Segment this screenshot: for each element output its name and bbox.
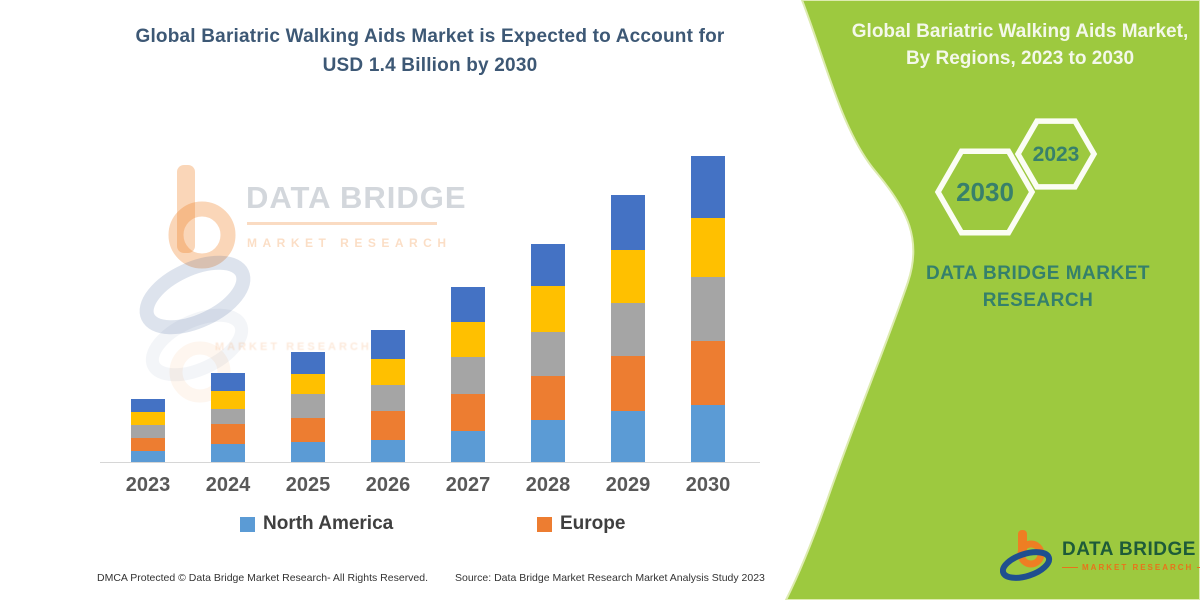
dmca-notice: DMCA Protected © Data Bridge Market Rese… xyxy=(97,572,429,584)
bar-2023 xyxy=(131,399,165,462)
bar-segment-2027-series3 xyxy=(451,357,485,394)
logo-divider-right xyxy=(1197,566,1200,568)
bar-segment-2025-North America xyxy=(291,442,325,462)
bar-segment-2024-series3 xyxy=(211,409,245,424)
bar-segment-2027-North America xyxy=(451,431,485,462)
bar-segment-2028-series3 xyxy=(531,332,565,376)
bar-segment-2026-series5 xyxy=(371,330,405,359)
side-panel-brand-text: DATA BRIDGE MARKET RESEARCH xyxy=(926,263,1150,311)
bar-segment-2025-series3 xyxy=(291,394,325,418)
chart-title: Global Bariatric Walking Aids Market is … xyxy=(135,26,725,76)
x-label-2030: 2030 xyxy=(685,474,731,496)
bar-2029 xyxy=(611,195,645,462)
legend-swatch-europe xyxy=(537,516,552,532)
bar-segment-2028-Europe xyxy=(531,376,565,420)
data-bridge-logo-icon xyxy=(1000,530,1053,581)
bar-segment-2026-series4 xyxy=(371,359,405,385)
bar-segment-2023-series5 xyxy=(131,399,165,412)
bar-segment-2023-Europe xyxy=(131,438,165,451)
bar-segment-2029-series5 xyxy=(611,195,645,250)
x-label-2027: 2027 xyxy=(445,474,491,496)
hexagon-2023-label: 2023 xyxy=(1033,143,1080,166)
hexagon-2030 xyxy=(934,148,1036,236)
watermark-sub-text: MARKET RESEARCH xyxy=(247,236,452,250)
bar-segment-2029-series4 xyxy=(611,250,645,303)
legend-item-europe: Europe xyxy=(537,513,625,535)
bar-segment-2027-series4 xyxy=(451,322,485,357)
legend-label-europe: Europe xyxy=(560,513,626,534)
bar-segment-2024-series5 xyxy=(211,373,245,391)
footer-logo-subrow: MARKET RESEARCH xyxy=(1062,563,1200,572)
x-label-2023: 2023 xyxy=(125,474,171,496)
bar-segment-2028-series4 xyxy=(531,286,565,332)
bar-segment-2030-series4 xyxy=(691,218,725,277)
bar-segment-2026-North America xyxy=(371,440,405,462)
legend-label-north-america: North America xyxy=(263,513,394,534)
bar-segment-2025-Europe xyxy=(291,418,325,442)
watermark-logo-icon xyxy=(139,165,251,403)
footer-logo-text: DATA BRIDGE MARKET RESEARCH xyxy=(1062,539,1200,572)
bar-segment-2024-North America xyxy=(211,444,245,462)
bar-segment-2024-Europe xyxy=(211,424,245,444)
bar-segment-2030-North America xyxy=(691,405,725,462)
bar-segment-2029-Europe xyxy=(611,356,645,411)
bar-segment-2028-North America xyxy=(531,420,565,462)
bar-2027 xyxy=(451,287,485,462)
bar-segment-2027-Europe xyxy=(451,394,485,431)
stacked-bar-chart xyxy=(100,140,760,463)
hexagon-2030-label: 2030 xyxy=(956,177,1014,207)
x-label-2024: 2024 xyxy=(205,474,251,496)
x-label-2026: 2026 xyxy=(365,474,411,496)
bar-2024 xyxy=(211,373,245,462)
x-axis-labels: 2023 2024 2025 2026 2027 2028 2029 2030 xyxy=(108,474,748,497)
hexagon-2023 xyxy=(1014,118,1098,190)
bar-segment-2030-series3 xyxy=(691,277,725,341)
x-label-2029: 2029 xyxy=(605,474,651,496)
bar-segment-2028-series5 xyxy=(531,244,565,286)
bar-segment-2025-series4 xyxy=(291,374,325,394)
legend-swatch-north-america xyxy=(240,516,255,532)
logo-divider-left xyxy=(1062,566,1078,568)
x-label-2028: 2028 xyxy=(525,474,571,496)
side-panel-title: Global Bariatric Walking Aids Market, By… xyxy=(851,21,1189,69)
bar-2026 xyxy=(371,330,405,462)
bar-segment-2026-series3 xyxy=(371,385,405,411)
bar-segment-2026-Europe xyxy=(371,411,405,440)
hexagon-badges: 2030 2023 xyxy=(934,118,1098,236)
bar-2025 xyxy=(291,352,325,462)
x-axis-line xyxy=(100,462,760,463)
source-notice: Source: Data Bridge Market Research Mark… xyxy=(455,572,765,584)
watermark-brand-text: DATA BRIDGE xyxy=(246,180,467,215)
bar-segment-2027-series5 xyxy=(451,287,485,322)
bar-2030 xyxy=(691,156,725,462)
bar-segment-2023-series3 xyxy=(131,425,165,438)
bar-segment-2030-series5 xyxy=(691,156,725,218)
bar-segment-2029-North America xyxy=(611,411,645,462)
footer-logo-sub: MARKET RESEARCH xyxy=(1082,562,1194,572)
watermark-underline xyxy=(247,222,437,225)
bar-segment-2029-series3 xyxy=(611,303,645,356)
bar-segment-2023-North America xyxy=(131,451,165,462)
footer-logo-brand: DATA BRIDGE xyxy=(1062,538,1196,560)
watermark-faint-text: MARKET RESEARCH xyxy=(215,341,372,353)
bar-2028 xyxy=(531,244,565,462)
bar-segment-2023-series4 xyxy=(131,412,165,425)
x-label-2025: 2025 xyxy=(285,474,331,496)
footer-logo: DATA BRIDGE MARKET RESEARCH xyxy=(1000,527,1200,583)
bar-segment-2025-series5 xyxy=(291,352,325,374)
legend-item-north-america: North America xyxy=(240,513,393,535)
bar-segment-2030-Europe xyxy=(691,341,725,405)
bar-segment-2024-series4 xyxy=(211,391,245,409)
